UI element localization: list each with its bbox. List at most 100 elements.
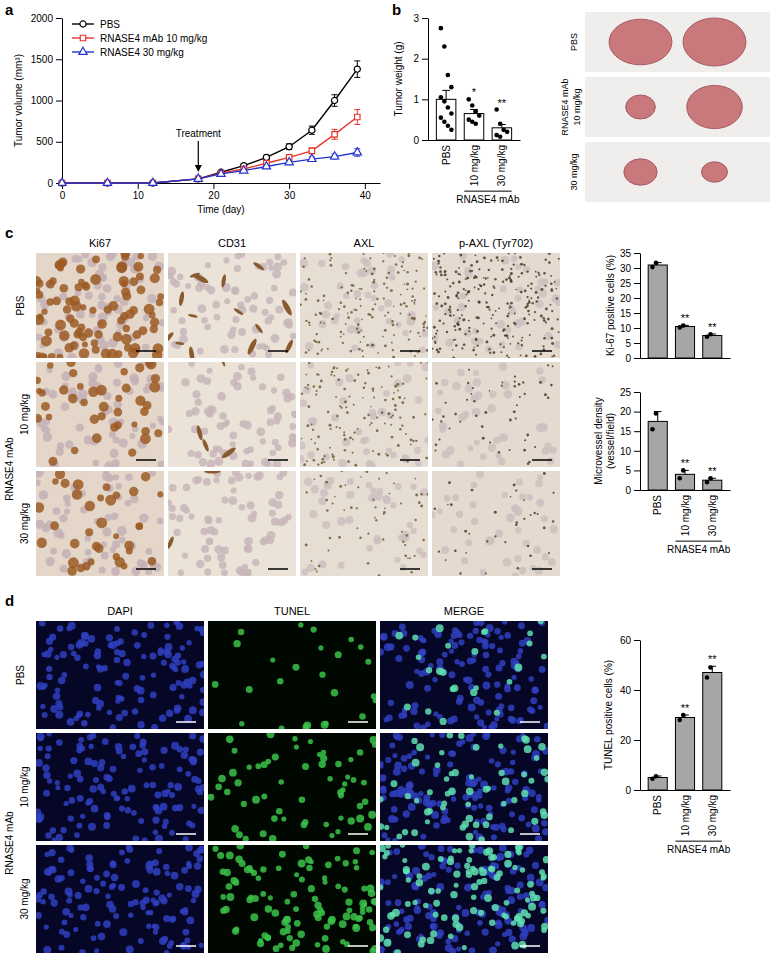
cell xyxy=(266,297,273,304)
cell xyxy=(377,352,379,354)
cell xyxy=(63,495,71,503)
tick-mark xyxy=(634,253,640,254)
cell xyxy=(215,517,221,523)
bar xyxy=(675,474,694,490)
cell xyxy=(452,349,454,351)
cell xyxy=(370,422,372,424)
cell xyxy=(383,513,385,515)
cell xyxy=(177,274,183,280)
vessel xyxy=(204,471,221,474)
cell xyxy=(446,331,448,333)
photo-background xyxy=(585,142,770,202)
cell xyxy=(509,449,511,451)
cell xyxy=(412,416,415,419)
micrograph xyxy=(168,253,296,358)
cell xyxy=(115,483,121,489)
tick: 60 xyxy=(620,635,640,646)
cell xyxy=(143,314,150,321)
cell xyxy=(98,293,105,300)
cell xyxy=(383,495,390,502)
cell xyxy=(147,622,154,629)
cell xyxy=(510,279,512,281)
cell xyxy=(382,260,384,262)
bar xyxy=(492,128,512,140)
cell xyxy=(228,477,236,485)
cell xyxy=(331,317,339,325)
cell xyxy=(489,441,491,443)
cell xyxy=(409,314,411,316)
cell xyxy=(376,429,379,432)
cell xyxy=(330,257,332,259)
chart: 0102030400500100015002000PBSRNASE4 mAb 1… xyxy=(13,13,381,215)
cell xyxy=(62,549,71,558)
cell xyxy=(435,449,437,451)
cell xyxy=(213,477,219,483)
cell xyxy=(137,721,144,728)
marker xyxy=(149,178,157,185)
cell xyxy=(230,327,236,333)
cell xyxy=(402,540,405,543)
cell xyxy=(47,362,54,369)
cell xyxy=(110,724,116,729)
tick-mark xyxy=(634,470,640,471)
marker xyxy=(217,169,225,176)
cell xyxy=(384,299,392,307)
cell xyxy=(360,305,362,307)
cell xyxy=(459,572,461,574)
cell xyxy=(300,259,308,268)
tick-mark xyxy=(422,18,428,19)
cell xyxy=(150,423,156,429)
cell xyxy=(101,665,108,672)
cell xyxy=(309,420,315,426)
cell xyxy=(544,285,546,287)
cell xyxy=(483,277,485,279)
cell xyxy=(94,330,103,339)
cell xyxy=(322,310,330,318)
column-title: Ki67 xyxy=(89,237,111,249)
cell xyxy=(164,650,172,658)
cell xyxy=(321,462,324,465)
cell xyxy=(37,538,47,548)
tick-label: 5 xyxy=(625,338,631,349)
cell xyxy=(378,408,387,417)
cell xyxy=(506,334,509,337)
cell xyxy=(491,328,493,330)
tick: 10 mg/kg xyxy=(680,795,691,836)
cell xyxy=(442,322,444,324)
cell xyxy=(323,300,325,302)
cell xyxy=(401,531,403,533)
micrograph xyxy=(36,253,164,358)
data-point xyxy=(498,121,503,126)
cell xyxy=(406,271,408,273)
cell xyxy=(94,652,102,660)
cell xyxy=(368,493,377,502)
cell xyxy=(420,493,422,495)
data-point xyxy=(650,265,655,270)
cell xyxy=(112,459,120,467)
cell xyxy=(378,574,381,576)
tick-mark xyxy=(56,59,62,60)
micrograph-background xyxy=(432,362,560,467)
cell xyxy=(468,330,470,332)
cell xyxy=(53,507,61,515)
cell xyxy=(183,484,190,491)
cell xyxy=(85,528,93,536)
cell xyxy=(305,351,308,354)
cell xyxy=(159,714,166,721)
cell xyxy=(537,296,539,298)
cell xyxy=(499,433,508,442)
cell xyxy=(320,475,323,478)
cell xyxy=(498,307,500,309)
significance: ** xyxy=(681,312,690,324)
cell xyxy=(411,300,413,302)
cell xyxy=(103,284,112,293)
cell xyxy=(130,495,138,503)
cell xyxy=(333,459,335,461)
cell xyxy=(454,413,457,416)
cell xyxy=(465,290,467,292)
axis-line xyxy=(62,19,63,184)
tick-label: 1000 xyxy=(31,95,54,106)
cell xyxy=(107,710,112,715)
scale-bar xyxy=(136,350,156,352)
cell xyxy=(514,385,517,388)
